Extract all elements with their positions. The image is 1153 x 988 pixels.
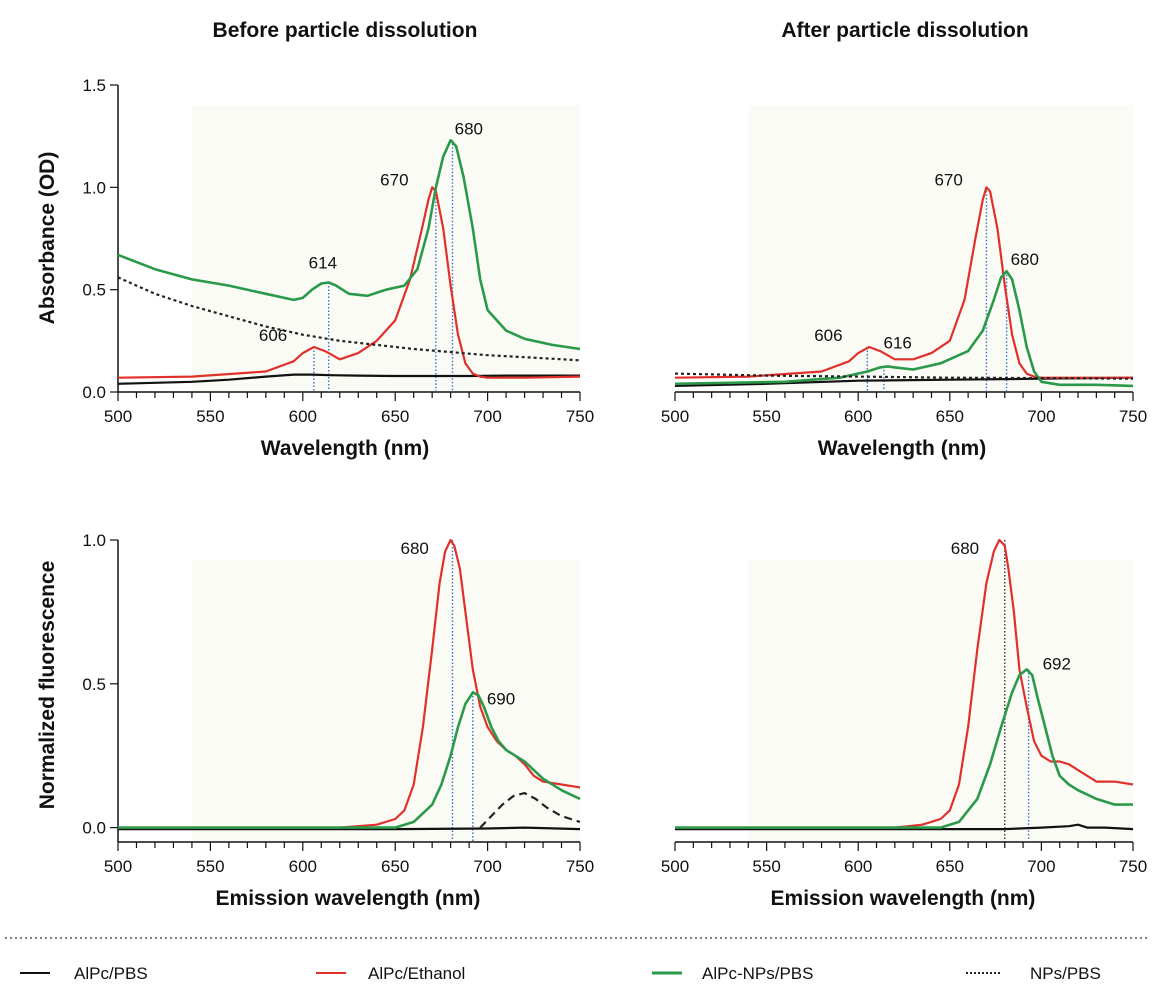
xlabel-emission-after: Emission wavelength (nm) — [771, 887, 1036, 910]
panel-fluorescence-after: 500 550 600 650 700 750 680 692 — [661, 538, 1147, 876]
series-nps-pbs — [117, 276, 581, 362]
panel-absorbance-before: 500 550 600 650 700 750 0.0 0.5 1.0 1.5 606 614 670 6… — [82, 76, 594, 426]
legend: AlPc/PBS AlPc/Ethanol AlPc-NPs/PBS NPs/P… — [20, 964, 1101, 983]
series-alpc-pbs — [117, 373, 580, 385]
x-tick-label: 700 — [1027, 407, 1055, 426]
x-tick-label: 650 — [381, 407, 409, 426]
peak-label: 670 — [934, 170, 962, 189]
x-tick-label: 700 — [473, 407, 501, 426]
plot-background — [191, 105, 581, 392]
y-tick-label: 0.5 — [82, 675, 106, 694]
y-tick-label: 0.0 — [82, 383, 106, 402]
ylabel-absorbance: Absorbance (OD) — [36, 152, 59, 325]
y-tick-label: 0.0 — [82, 819, 106, 838]
peak-label: 680 — [400, 539, 428, 558]
peak-label: 616 — [884, 333, 912, 352]
x-tick-label: 500 — [661, 407, 689, 426]
x-tick-label: 600 — [844, 407, 872, 426]
title-after: After particle dissolution — [781, 19, 1028, 42]
x-tick-label: 600 — [289, 857, 317, 876]
series-nps-pbs — [479, 791, 581, 829]
xlabel-after: Wavelength (nm) — [818, 437, 986, 460]
x-tick-label: 750 — [1119, 407, 1147, 426]
peak-label: 680 — [951, 539, 979, 558]
series-alpc-pbs — [675, 823, 1134, 831]
xlabel-emission-before: Emission wavelength (nm) — [216, 887, 481, 910]
x-tick-label: 550 — [752, 407, 780, 426]
legend-label-alpc-ethanol: AlPc/Ethanol — [368, 964, 465, 983]
peak-label: 680 — [1011, 250, 1039, 269]
panel-absorbance-after: 500 550 600 650 700 750 606 616 670 680 — [661, 105, 1147, 426]
panel-fluorescence-before: 500 550 600 650 700 750 0.0 0.5 1.0 680 690 — [82, 531, 594, 876]
x-tick-label: 700 — [1027, 857, 1055, 876]
ylabel-fluorescence: Normalized fluorescence — [36, 561, 59, 810]
peak-label: 606 — [259, 326, 287, 345]
series-alpc-ethanol — [675, 538, 1134, 829]
peak-label: 690 — [487, 689, 515, 708]
y-tick-label: 0.5 — [82, 281, 106, 300]
x-tick-label: 500 — [661, 857, 689, 876]
y-tick-label: 1.0 — [82, 178, 106, 197]
series-alpc-nps-pbs — [117, 139, 581, 351]
y-tick-label: 1.0 — [82, 531, 106, 550]
peak-label: 614 — [309, 254, 337, 273]
x-tick-label: 550 — [196, 857, 224, 876]
plot-background — [748, 105, 1133, 392]
legend-label-nps-pbs: NPs/PBS — [1030, 964, 1101, 983]
x-tick-label: 500 — [104, 407, 132, 426]
x-tick-label: 650 — [381, 857, 409, 876]
y-tick-label: 1.5 — [82, 76, 106, 95]
x-tick-label: 700 — [473, 857, 501, 876]
title-before: Before particle dissolution — [213, 19, 478, 42]
series-nps-pbs — [674, 372, 1134, 380]
series-alpc-pbs — [118, 826, 581, 831]
legend-label-alpc-pbs: AlPc/PBS — [74, 964, 148, 983]
peak-label: 692 — [1043, 654, 1071, 673]
series-alpc-nps-pbs — [675, 668, 1133, 829]
xlabel-before: Wavelength (nm) — [261, 437, 429, 460]
x-tick-label: 500 — [104, 857, 132, 876]
series-alpc-nps-pbs — [674, 269, 1134, 388]
peak-label: 670 — [380, 170, 408, 189]
plot-background — [191, 560, 581, 842]
plot-background — [748, 560, 1133, 842]
x-tick-label: 650 — [936, 407, 964, 426]
peak-label: 680 — [455, 119, 483, 138]
x-tick-label: 750 — [566, 857, 594, 876]
series-alpc-ethanol — [118, 538, 581, 829]
x-tick-label: 600 — [844, 857, 872, 876]
x-tick-label: 550 — [196, 407, 224, 426]
legend-label-alpc-nps-pbs: AlPc-NPs/PBS — [702, 964, 813, 983]
series-alpc-ethanol — [674, 186, 1133, 379]
x-tick-label: 750 — [566, 407, 594, 426]
peak-label: 606 — [814, 326, 842, 345]
series-alpc-nps-pbs — [118, 691, 581, 829]
series-alpc-ethanol — [117, 186, 581, 379]
x-tick-label: 650 — [936, 857, 964, 876]
x-tick-label: 600 — [289, 407, 317, 426]
x-tick-label: 750 — [1119, 857, 1147, 876]
x-tick-label: 550 — [752, 857, 780, 876]
